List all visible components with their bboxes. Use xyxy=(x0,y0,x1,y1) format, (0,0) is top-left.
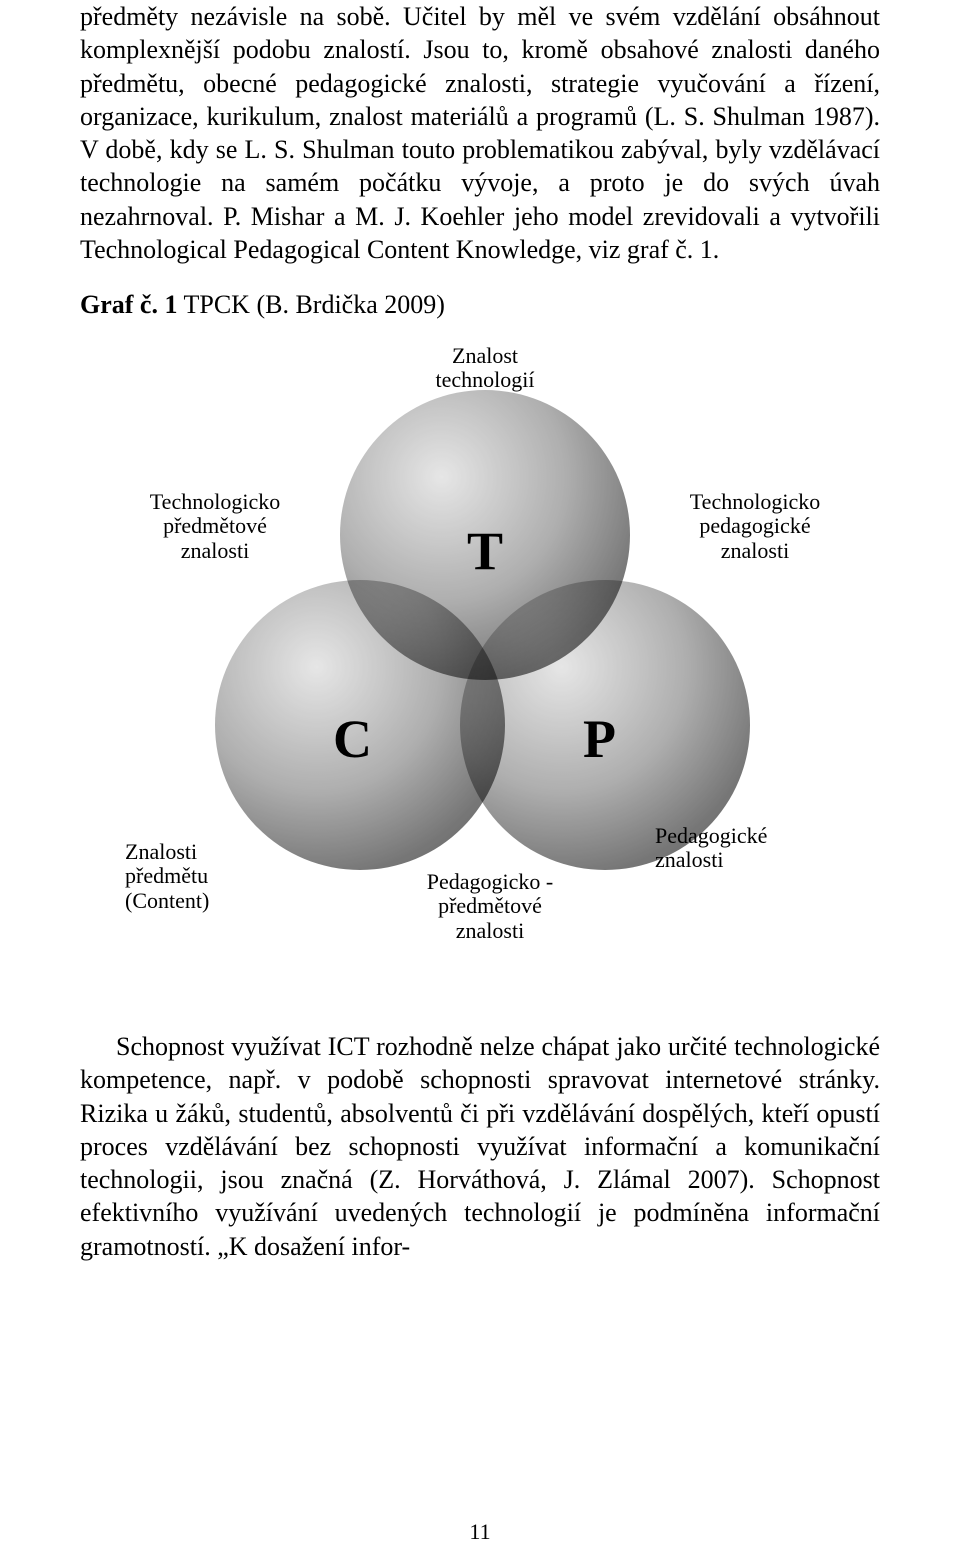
label-lower-left: Znalostipředmětu(Content) xyxy=(125,840,275,913)
letter-c: C xyxy=(333,708,372,770)
graf-label-rest: TPCK (B. Brdička 2009) xyxy=(177,290,444,319)
graf-title: Graf č. 1 TPCK (B. Brdička 2009) xyxy=(80,290,880,320)
letter-t: T xyxy=(467,520,503,582)
letter-p: P xyxy=(583,708,616,770)
page-number: 11 xyxy=(0,1519,960,1545)
label-lower-mid: Pedagogicko -předmětovéznalosti xyxy=(400,870,580,943)
label-lower-right: Pedagogickéznalosti xyxy=(655,824,825,872)
venn-diagram: T C P Znalosttechnologií Technologickopř… xyxy=(120,350,840,970)
label-upper-right: Technologickopedagogickéznalosti xyxy=(665,490,845,563)
label-upper-left: Technologickopředmětovéznalosti xyxy=(125,490,305,563)
venn-diagram-wrap: T C P Znalosttechnologií Technologickopř… xyxy=(80,350,880,970)
graf-label-bold: Graf č. 1 xyxy=(80,290,177,319)
paragraph-2: Schopnost využívat ICT rozhodně nelze ch… xyxy=(80,1030,880,1263)
label-top: Znalosttechnologií xyxy=(420,344,550,392)
paragraph-1: předměty nezávisle na sobě. Učitel by mě… xyxy=(80,0,880,266)
page: předměty nezávisle na sobě. Učitel by mě… xyxy=(0,0,960,1565)
